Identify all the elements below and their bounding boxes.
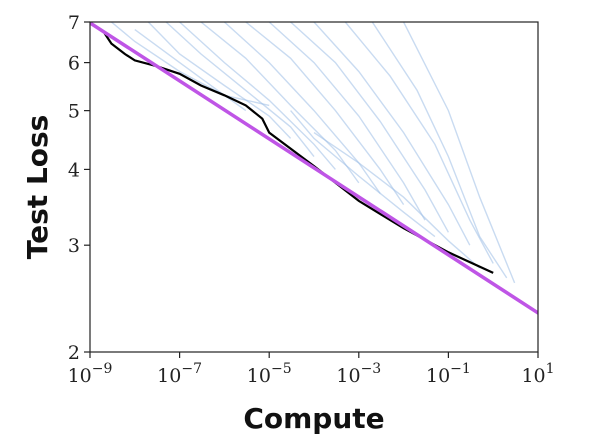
- training-runs: [110, 22, 516, 284]
- fit-line-layer: [90, 22, 538, 315]
- x-tick-label-2: 10−5: [247, 361, 292, 387]
- x-tick-label-0: 10−9: [68, 361, 113, 387]
- y-tick-label-5: 7: [68, 12, 80, 34]
- frontier-curve-layer: [102, 30, 494, 274]
- frontier-curve: [102, 30, 494, 274]
- run-curve-2: [147, 22, 292, 139]
- run-curve-16: [313, 132, 481, 269]
- y-tick-label-4: 6: [68, 53, 80, 75]
- x-axis-ticks: 10−9 10−7 10−5 10−3 10−1 101: [68, 352, 555, 387]
- x-tick-label-3: 10−3: [336, 361, 381, 387]
- x-tick-label-4: 10−1: [426, 361, 471, 387]
- run-curve-15: [290, 110, 436, 238]
- run-curve-7: [245, 22, 405, 205]
- y-axis-ticks: 2 3 4 5 6 7: [68, 12, 90, 364]
- y-tick-label-3: 5: [68, 101, 80, 123]
- x-axis-label: Compute: [243, 402, 384, 435]
- run-curve-3: [165, 22, 315, 158]
- x-tick-label-1: 10−7: [157, 361, 202, 387]
- run-curve-14: [134, 29, 247, 112]
- run-curve-12: [371, 22, 508, 279]
- power-law-fit-line: [90, 22, 538, 315]
- run-curve-8: [268, 22, 426, 221]
- y-tick-label-2: 4: [68, 159, 80, 181]
- run-curve-1: [110, 22, 270, 107]
- y-tick-label-0: 2: [68, 342, 80, 364]
- run-curve-6: [223, 22, 381, 194]
- run-curve-10: [313, 22, 471, 246]
- x-tick-label-5: 101: [521, 361, 554, 387]
- run-curve-4: [179, 22, 336, 170]
- plot-frame: [89, 21, 539, 353]
- run-curve-9: [290, 22, 450, 233]
- run-curve-11: [344, 22, 494, 264]
- run-curve-5: [200, 22, 360, 184]
- y-axis-label: Test Loss: [21, 115, 54, 260]
- y-tick-label-1: 3: [68, 235, 80, 257]
- run-curve-13: [402, 22, 516, 284]
